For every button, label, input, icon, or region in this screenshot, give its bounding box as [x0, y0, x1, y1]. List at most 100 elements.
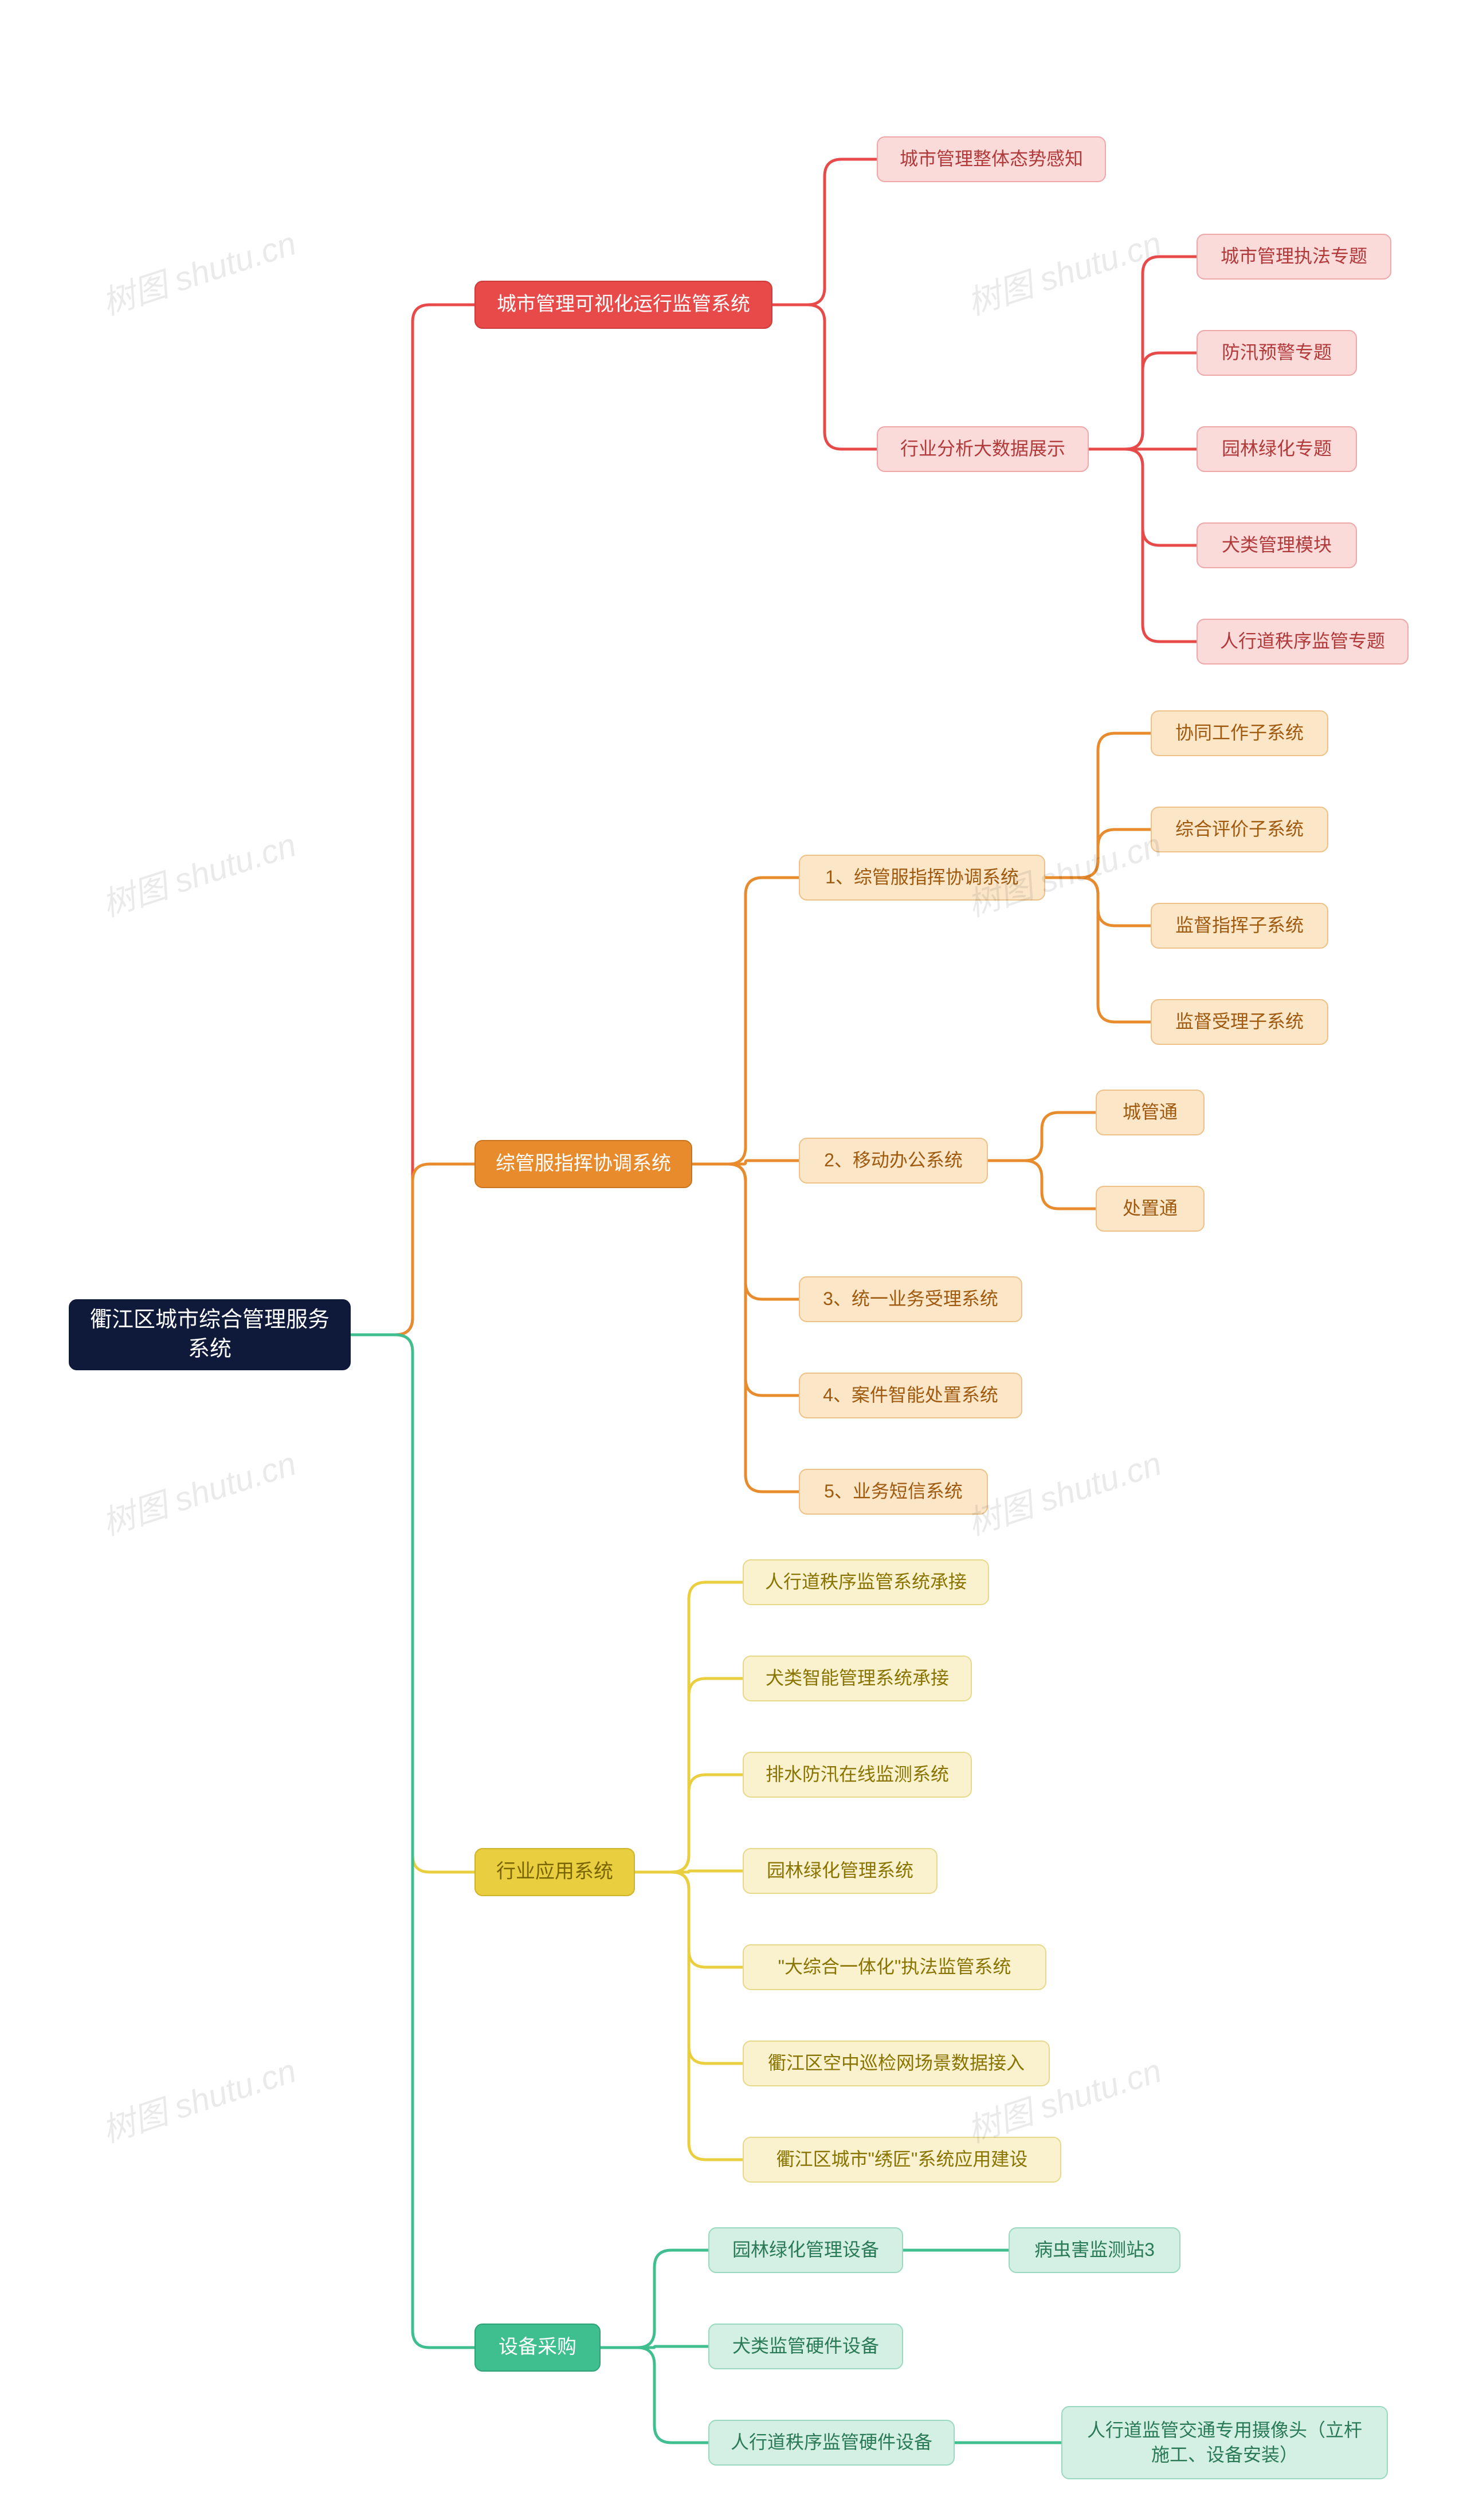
node-label: 城市管理可视化运行监管系统 — [497, 292, 750, 318]
node-label: 衢江区城市综合管理服务 系统 — [90, 1306, 330, 1365]
mindmap-node[interactable]: 4、案件智能处置系统 — [799, 1373, 1022, 1418]
node-label: 犬类智能管理系统承接 — [766, 1666, 949, 1691]
node-label: 设备采购 — [499, 2334, 576, 2361]
mindmap-edge — [1045, 829, 1151, 878]
node-label: "大综合一体化"执法监管系统 — [778, 1955, 1011, 1979]
mindmap-edge — [772, 305, 877, 449]
edge-layer — [0, 0, 1467, 2520]
mindmap-edge — [692, 1161, 799, 1164]
mindmap-node[interactable]: 病虫害监测站3 — [1009, 2227, 1180, 2273]
mindmap-edge — [1089, 353, 1197, 449]
mindmap-node[interactable]: 行业应用系统 — [474, 1848, 635, 1896]
node-label: 犬类管理模块 — [1222, 533, 1332, 557]
mindmap-node[interactable]: 衢江区城市"绣匠"系统应用建设 — [743, 2137, 1061, 2183]
mindmap-edge — [1089, 449, 1197, 642]
node-label: 园林绿化管理设备 — [732, 2238, 879, 2262]
mindmap-edge — [1089, 257, 1197, 449]
mindmap-node[interactable]: 犬类监管硬件设备 — [708, 2324, 903, 2369]
mindmap-node[interactable]: 1、综管服指挥协调系统 — [799, 855, 1045, 901]
mindmap-node[interactable]: 城市管理执法专题 — [1197, 234, 1391, 280]
mindmap-node[interactable]: 设备采购 — [474, 2324, 601, 2372]
mindmap-edge — [635, 1872, 743, 2063]
mindmap-edge — [988, 1112, 1096, 1161]
mindmap-edge — [1045, 733, 1151, 878]
node-label: 综合评价子系统 — [1175, 817, 1304, 842]
mindmap-edge — [351, 1164, 474, 1335]
mindmap-node[interactable]: 3、统一业务受理系统 — [799, 1276, 1022, 1322]
node-label: 1、综管服指挥协调系统 — [825, 865, 1019, 890]
mindmap-node[interactable]: 监督指挥子系统 — [1151, 903, 1328, 949]
mindmap-edge — [635, 1775, 743, 1872]
node-label: 衢江区空中巡检网场景数据接入 — [768, 2051, 1025, 2075]
mindmap-node[interactable]: 园林绿化管理系统 — [743, 1848, 938, 1894]
mindmap-edge — [692, 1164, 799, 1299]
watermark: 树图 shutu.cn — [960, 217, 1167, 324]
node-label: 监督受理子系统 — [1175, 1009, 1304, 1034]
mindmap-edge — [1045, 878, 1151, 1022]
node-label: 协同工作子系统 — [1175, 721, 1304, 745]
mindmap-edge — [601, 2250, 708, 2348]
mindmap-node[interactable]: 防汛预警专题 — [1197, 330, 1357, 376]
mindmap-edge — [351, 1335, 474, 2348]
node-label: 防汛预警专题 — [1222, 340, 1332, 365]
mindmap-node[interactable]: 城市管理整体态势感知 — [877, 136, 1106, 182]
mindmap-node[interactable]: 人行道监管交通专用摄像头（立杆 施工、设备安装） — [1061, 2406, 1388, 2479]
node-label: 3、统一业务受理系统 — [823, 1287, 998, 1311]
node-label: 排水防汛在线监测系统 — [766, 1762, 949, 1787]
node-label: 监督指挥子系统 — [1175, 913, 1304, 938]
node-label: 园林绿化管理系统 — [767, 1858, 913, 1883]
mindmap-edge — [1089, 449, 1197, 545]
node-label: 2、移动办公系统 — [824, 1148, 963, 1173]
node-label: 5、业务短信系统 — [824, 1479, 963, 1504]
node-label: 犬类监管硬件设备 — [732, 2334, 879, 2358]
watermark: 树图 shutu.cn — [95, 818, 301, 926]
node-label: 人行道秩序监管专题 — [1220, 629, 1385, 654]
mindmap-node[interactable]: 城管通 — [1096, 1090, 1205, 1135]
mindmap-node[interactable]: 人行道秩序监管硬件设备 — [708, 2420, 955, 2466]
mindmap-node[interactable]: 监督受理子系统 — [1151, 999, 1328, 1045]
mindmap-node[interactable]: 5、业务短信系统 — [799, 1469, 988, 1515]
mindmap-node[interactable]: 排水防汛在线监测系统 — [743, 1752, 972, 1798]
mindmap-edge — [351, 1335, 474, 1872]
watermark: 树图 shutu.cn — [95, 217, 301, 324]
node-label: 行业分析大数据展示 — [900, 437, 1065, 461]
watermark: 树图 shutu.cn — [960, 1437, 1167, 1544]
mindmap-edge — [692, 1164, 799, 1395]
node-label: 城市管理整体态势感知 — [900, 147, 1083, 171]
mindmap-edge — [635, 1872, 743, 2160]
watermark: 树图 shutu.cn — [95, 2044, 301, 2152]
mindmap-node[interactable]: 衢江区空中巡检网场景数据接入 — [743, 2041, 1050, 2086]
mindmap-edge — [351, 305, 474, 1335]
node-label: 人行道监管交通专用摄像头（立杆 施工、设备安装） — [1087, 2418, 1362, 2467]
node-label: 城市管理执法专题 — [1221, 244, 1367, 269]
mindmap-node[interactable]: 犬类管理模块 — [1197, 522, 1357, 568]
mindmap-edge — [772, 159, 877, 305]
mindmap-node[interactable]: 园林绿化专题 — [1197, 426, 1357, 472]
node-label: 城管通 — [1123, 1100, 1178, 1125]
mindmap-edge — [692, 878, 799, 1164]
mindmap-edge — [635, 1872, 743, 1967]
mindmap-node[interactable]: 犬类智能管理系统承接 — [743, 1656, 972, 1701]
mindmap-node[interactable]: 城市管理可视化运行监管系统 — [474, 281, 772, 329]
mindmap-node[interactable]: 综合评价子系统 — [1151, 807, 1328, 852]
node-label: 人行道秩序监管系统承接 — [765, 1570, 967, 1594]
mindmap-stage: 衢江区城市综合管理服务 系统 城市管理可视化运行监管系统 城市管理整体态势感知行业分… — [0, 0, 1467, 2520]
mindmap-edge — [988, 1161, 1096, 1209]
mindmap-node[interactable]: 处置通 — [1096, 1186, 1205, 1232]
mindmap-node[interactable]: 行业分析大数据展示 — [877, 426, 1089, 472]
node-label: 处置通 — [1123, 1196, 1178, 1221]
mindmap-node[interactable]: 人行道秩序监管系统承接 — [743, 1559, 989, 1605]
mindmap-node[interactable]: 2、移动办公系统 — [799, 1138, 988, 1184]
mindmap-node[interactable]: 衢江区城市综合管理服务 系统 — [69, 1299, 351, 1370]
mindmap-edge — [601, 2348, 708, 2443]
mindmap-edge — [1045, 878, 1151, 926]
mindmap-node[interactable]: 园林绿化管理设备 — [708, 2227, 903, 2273]
node-label: 衢江区城市"绣匠"系统应用建设 — [776, 2147, 1028, 2172]
node-label: 行业应用系统 — [496, 1859, 613, 1885]
node-label: 综管服指挥协调系统 — [496, 1151, 671, 1177]
mindmap-node[interactable]: 协同工作子系统 — [1151, 710, 1328, 756]
mindmap-node[interactable]: 人行道秩序监管专题 — [1197, 619, 1409, 665]
mindmap-edge — [635, 1582, 743, 1872]
mindmap-node[interactable]: 综管服指挥协调系统 — [474, 1140, 692, 1188]
mindmap-node[interactable]: "大综合一体化"执法监管系统 — [743, 1944, 1046, 1990]
